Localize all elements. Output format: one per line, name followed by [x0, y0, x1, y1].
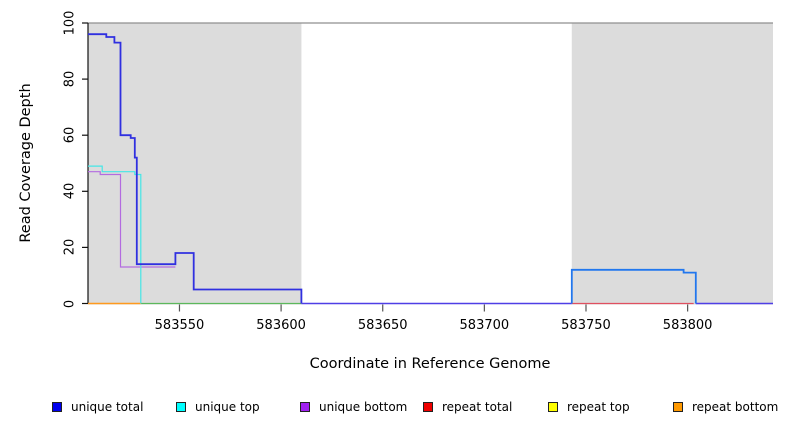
x-axis-title: Coordinate in Reference Genome [309, 356, 551, 372]
legend-label: unique total [71, 400, 144, 414]
legend-swatch-icon [423, 402, 433, 412]
x-tick-label: 583700 [459, 318, 510, 333]
y-axis-title: Read Coverage Depth [18, 83, 34, 243]
legend-item-unique-top: unique top [176, 399, 260, 415]
x-tick-label: 583750 [561, 318, 611, 333]
series-repeat-region-coverage [570, 268, 697, 304]
right-repeat-region [571, 23, 773, 305]
y-tick-label: 60 [62, 126, 78, 144]
x-tick-label: 583600 [256, 318, 306, 333]
legend-swatch-icon [176, 402, 186, 412]
y-tick-label: 0 [62, 299, 78, 308]
legend-swatch-icon [673, 402, 683, 412]
x-tick-label: 583800 [662, 318, 713, 333]
left-repeat-region [88, 23, 302, 305]
y-tick-label: 20 [62, 239, 78, 256]
y-tick-label: 100 [62, 10, 78, 36]
y-tick-label: 40 [62, 183, 78, 200]
legend-label: unique top [195, 400, 260, 414]
legend-label: repeat top [567, 400, 630, 414]
legend-swatch-icon [548, 402, 558, 412]
series-unique-total [88, 33, 303, 304]
series-unique-bottom [88, 171, 176, 268]
legend-label: repeat total [442, 400, 513, 414]
legend-item-unique-bottom: unique bottom [300, 399, 407, 415]
legend-item-repeat-total: repeat total [423, 399, 512, 415]
x-tick-label: 583650 [357, 318, 408, 333]
x-tick-label: 583550 [154, 318, 205, 333]
y-tick-label: 80 [62, 70, 78, 88]
legend-swatch-icon [300, 402, 310, 412]
legend-swatch-icon [52, 402, 62, 412]
series-unique-top [88, 165, 142, 304]
legend-item-unique-total: unique total [52, 399, 143, 415]
legend-label: unique bottom [319, 400, 408, 414]
legend-item-repeat-bottom: repeat bottom [673, 399, 778, 415]
legend-item-repeat-top: repeat top [548, 399, 630, 415]
legend-label: repeat bottom [692, 400, 779, 414]
